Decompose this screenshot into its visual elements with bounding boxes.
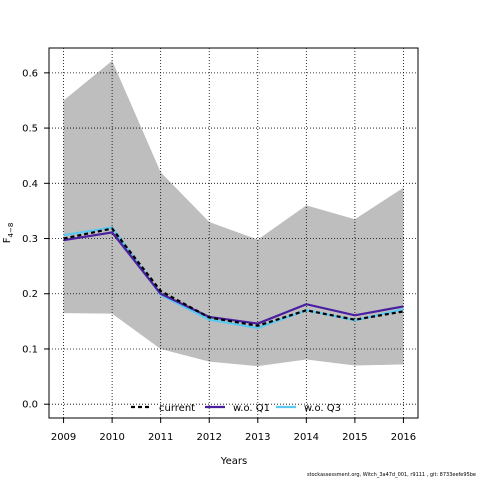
y-axis-title-main: F xyxy=(2,237,13,243)
x-tick-label: 2012 xyxy=(196,432,221,443)
y-axis-title: F4−8 xyxy=(2,223,15,244)
x-tick-label: 2015 xyxy=(342,432,367,443)
y-tick-label: 0.4 xyxy=(22,179,38,190)
plot-frame xyxy=(48,47,419,419)
x-tick-label: 2010 xyxy=(99,432,124,443)
y-tick-label: 0.0 xyxy=(22,400,38,411)
legend-label: current xyxy=(159,403,195,414)
y-tick-label: 0.6 xyxy=(22,68,38,79)
legend-label: w.o. Q1 xyxy=(233,403,270,414)
y-tick-label: 0.3 xyxy=(22,234,38,245)
y-tick-label: 0.5 xyxy=(22,124,38,135)
legend-label: w.o. Q3 xyxy=(304,403,341,414)
y-tick-label: 0.1 xyxy=(22,344,38,355)
axes: 2009 2010 2011 2012 2013 2014 2015 2016 0.0 0.1 0.… xyxy=(22,47,419,443)
footer-text: stockassessment.org, Witch_3a47d_001, r9… xyxy=(306,472,476,478)
x-tick-label: 2014 xyxy=(294,432,319,443)
x-tick-label: 2011 xyxy=(148,432,173,443)
plot-area xyxy=(49,48,418,418)
x-tick-label: 2009 xyxy=(51,432,76,443)
legend: current w.o. Q1 w.o. Q3 xyxy=(131,403,341,414)
series-line-w-o-q1 xyxy=(63,231,404,325)
x-tick-label: 2016 xyxy=(391,432,416,443)
x-tick-label: 2013 xyxy=(245,432,270,443)
series-line-current xyxy=(63,227,404,327)
confidence-band xyxy=(63,60,404,367)
y-tick-label: 0.2 xyxy=(22,289,38,300)
x-axis-title: Years xyxy=(220,456,247,467)
y-axis-title-subscript: 4−8 xyxy=(7,223,15,238)
svg-text:F4−8: F4−8 xyxy=(2,223,15,244)
